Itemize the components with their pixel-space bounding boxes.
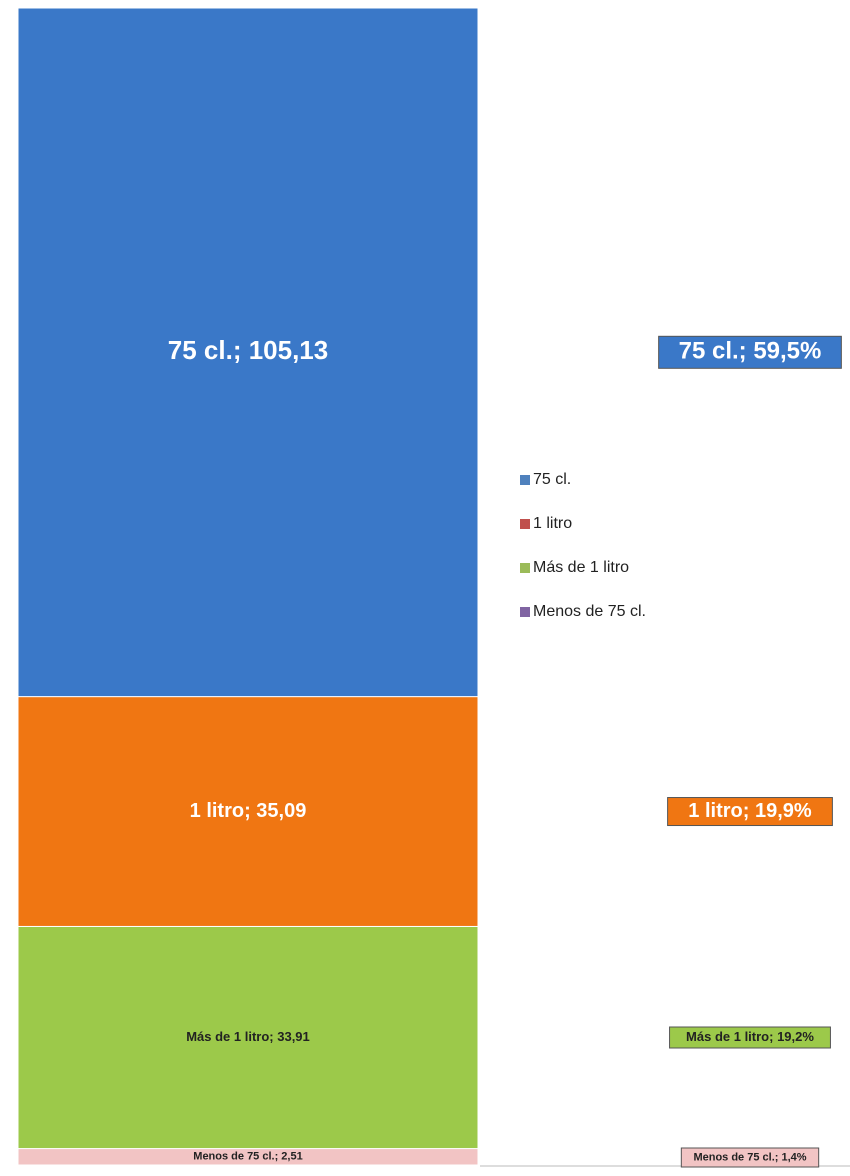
legend-label: 1 litro (533, 515, 572, 532)
legend-label: 75 cl. (533, 471, 571, 488)
percent-label: Menos de 75 cl.; 1,4% (693, 1151, 806, 1163)
percent-box (658, 335, 842, 369)
percent-label: 1 litro; 19,9% (688, 800, 812, 822)
percent-box (680, 1147, 820, 1168)
data-label: Más de 1 litro; 33,91 (186, 1029, 310, 1044)
legend-label: Más de 1 litro (533, 559, 629, 576)
legend-swatch (520, 475, 530, 485)
legend-swatch (520, 607, 530, 617)
percent-label: 75 cl.; 59,5% (679, 338, 822, 365)
percent-box (667, 797, 833, 827)
data-label: 1 litro; 35,09 (190, 800, 307, 822)
legend-swatch (520, 519, 530, 529)
data-label: 75 cl.; 105,13 (168, 335, 328, 365)
data-label: Menos de 75 cl.; 2,51 (193, 1151, 302, 1163)
bar-segment (17, 7, 479, 698)
bar-segment (17, 696, 479, 927)
legend-swatch (520, 563, 530, 573)
percent-label: Más de 1 litro; 19,2% (686, 1029, 814, 1044)
legend-label: Menos de 75 cl. (533, 603, 646, 620)
bar-segment (17, 925, 479, 1150)
percent-box (669, 1026, 831, 1049)
